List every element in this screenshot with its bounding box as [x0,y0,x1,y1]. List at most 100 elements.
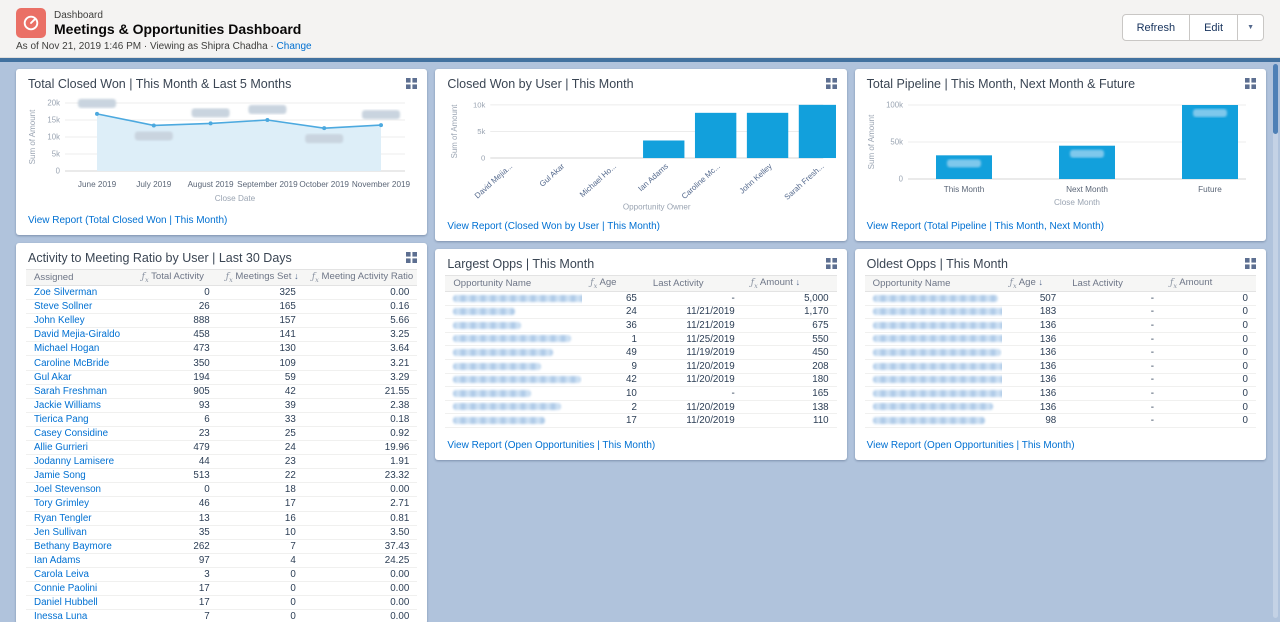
column-header-age[interactable]: ƒx Age [582,277,645,290]
view-report-link[interactable]: View Report (Total Pipeline | This Month… [866,221,1104,232]
scrollbar-thumb[interactable] [1273,64,1278,134]
view-report-link[interactable]: View Report (Open Opportunities | This M… [866,440,1075,451]
user-link[interactable]: Jackie Williams [34,399,101,411]
opportunity-name-redacted[interactable] [872,294,998,302]
opportunity-name-redacted[interactable] [872,389,1002,397]
view-report-link[interactable]: View Report (Total Closed Won | This Mon… [28,215,228,226]
opportunity-name-redacted[interactable] [872,376,1002,384]
table-row: 24 11/21/2019 1,170 [445,306,837,320]
svg-text:5k: 5k [52,150,60,159]
cell-amount: 0 [1242,360,1248,372]
column-header-meetings-set[interactable]: ƒx Meetings Set ↓ [218,271,304,284]
opportunity-name-redacted[interactable] [453,389,532,397]
opportunity-name-redacted[interactable] [453,403,562,411]
expand-icon[interactable] [406,252,418,263]
user-link[interactable]: Tory Grimley [34,498,89,510]
bar[interactable] [799,104,837,158]
user-link[interactable]: Michael Hogan [34,343,100,355]
data-point[interactable] [265,118,270,122]
user-link[interactable]: Carola Leiva [34,568,90,580]
user-link[interactable]: Sarah Freshman [34,385,107,397]
cell-total-activity: 17 [198,597,210,609]
opportunity-name-redacted[interactable] [453,417,546,425]
user-link[interactable]: John Kelley [34,315,85,327]
user-link[interactable]: Zoe Silverman [34,287,98,299]
column-header-last-activity[interactable]: Last Activity [645,278,743,289]
table-row: 1 11/25/2019 550 [445,333,837,347]
user-link[interactable]: Jen Sullivan [34,526,87,538]
column-header-amount[interactable]: ƒx Amount [1162,277,1256,290]
opportunity-name-redacted[interactable] [872,321,1002,329]
column-label: Meeting Activity Ratio [321,271,414,283]
user-link[interactable]: Jamie Song [34,470,86,482]
column-header-amount[interactable]: ƒx Amount ↓ [743,277,837,290]
data-point[interactable] [95,111,99,116]
user-link[interactable]: Connie Paolini [34,583,98,595]
data-point[interactable] [151,123,156,128]
expand-icon[interactable] [825,78,837,89]
oldest-opps-table: Opportunity Name ƒx Age ↓ Last Activity ƒx … [864,275,1256,428]
scrollbar-track[interactable] [1273,64,1278,618]
expand-icon[interactable] [1244,78,1256,89]
user-link[interactable]: Casey Considine [34,427,109,439]
user-link[interactable]: Ryan Tengler [34,512,92,524]
opportunity-name-redacted[interactable] [453,308,516,316]
user-link[interactable]: Steve Sollner [34,301,93,313]
cell-meetings-set: 0 [290,583,296,595]
bar[interactable] [747,112,789,158]
edit-button[interactable]: Edit [1189,14,1239,41]
cell-meeting-activity-ratio: 19.96 [384,442,410,454]
change-viewer-link[interactable]: Change [276,41,312,52]
column-header-last-activity[interactable]: Last Activity [1064,278,1162,289]
data-point[interactable] [208,121,213,126]
column-header-age[interactable]: ƒx Age ↓ [1002,277,1065,290]
column-header-opportunity-name[interactable]: Opportunity Name [445,278,582,289]
data-point[interactable] [322,126,327,131]
data-point[interactable] [379,123,383,128]
column-header-opportunity-name[interactable]: Opportunity Name [865,278,1002,289]
column-header-total-activity[interactable]: ƒx Total Activity [134,271,218,284]
user-link[interactable]: Allie Gurrieri [34,442,88,454]
cell-meeting-activity-ratio: 3.64 [390,343,410,355]
cell-age: 98 [1045,415,1057,427]
view-report-link[interactable]: View Report (Closed Won by User | This M… [447,221,661,232]
user-link[interactable]: Caroline McBride [34,357,110,369]
opportunity-name-redacted[interactable] [872,403,993,411]
user-link[interactable]: David Mejia-Giraldo [34,329,121,341]
view-report-link[interactable]: View Report (Open Opportunities | This M… [447,440,656,451]
more-actions-button[interactable]: ▼ [1237,14,1264,41]
refresh-button[interactable]: Refresh [1121,14,1191,41]
user-link[interactable]: Ian Adams [34,554,81,566]
table-row: 136 - 0 [864,401,1256,415]
user-link[interactable]: Inessa Luna [34,611,88,622]
opportunity-name-redacted[interactable] [872,335,1002,343]
opportunity-name-redacted[interactable] [453,321,522,329]
table-row: Bethany Baymore 262 7 37.43 [26,540,418,554]
opportunity-name-redacted[interactable] [453,362,542,370]
bar[interactable] [1181,105,1238,179]
user-link[interactable]: Gul Akar [34,371,72,383]
opportunity-name-redacted[interactable] [453,376,582,384]
cell-meeting-activity-ratio: 0.00 [390,568,410,580]
cell-last-activity: - [1150,347,1155,359]
opportunity-name-redacted[interactable] [872,362,1002,370]
bar[interactable] [695,112,737,158]
table-row: David Mejia-Giraldo 458 141 3.25 [26,328,418,343]
opportunity-name-redacted[interactable] [453,294,583,302]
user-link[interactable]: Jodanny Lamisere [34,456,115,468]
column-header-meeting-activity-ratio[interactable]: ƒx Meeting Activity Ratio [304,271,417,284]
expand-icon[interactable] [1244,258,1256,269]
opportunity-name-redacted[interactable] [453,349,554,357]
user-link[interactable]: Daniel Hubbell [34,597,98,609]
bar[interactable] [643,140,685,158]
opportunity-name-redacted[interactable] [872,349,1001,357]
expand-icon[interactable] [406,78,418,89]
opportunity-name-redacted[interactable] [872,308,1002,316]
user-link[interactable]: Joel Stevenson [34,484,101,496]
user-link[interactable]: Bethany Baymore [34,540,112,552]
expand-icon[interactable] [825,258,837,269]
opportunity-name-redacted[interactable] [453,335,572,343]
opportunity-name-redacted[interactable] [872,417,985,425]
user-link[interactable]: Tierica Pang [34,413,89,425]
column-header-assigned[interactable]: Assigned [26,272,134,283]
